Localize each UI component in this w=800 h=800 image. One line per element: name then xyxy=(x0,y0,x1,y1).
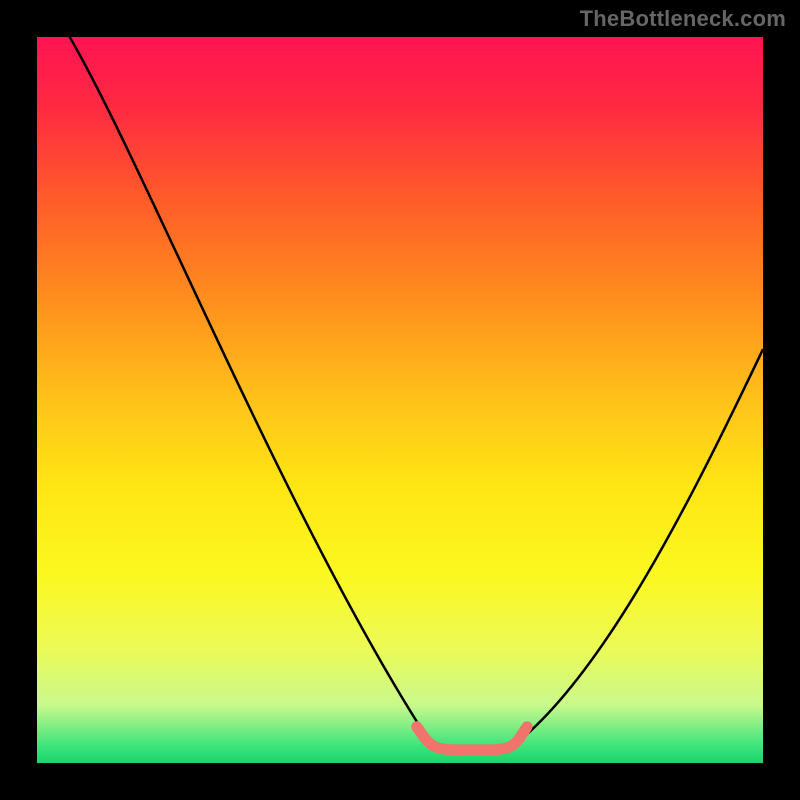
figure-root: TheBottleneck.com xyxy=(0,0,800,800)
plot-area xyxy=(37,37,763,763)
plot-svg xyxy=(37,37,763,763)
gradient-background xyxy=(37,37,763,763)
watermark-text: TheBottleneck.com xyxy=(580,6,786,32)
